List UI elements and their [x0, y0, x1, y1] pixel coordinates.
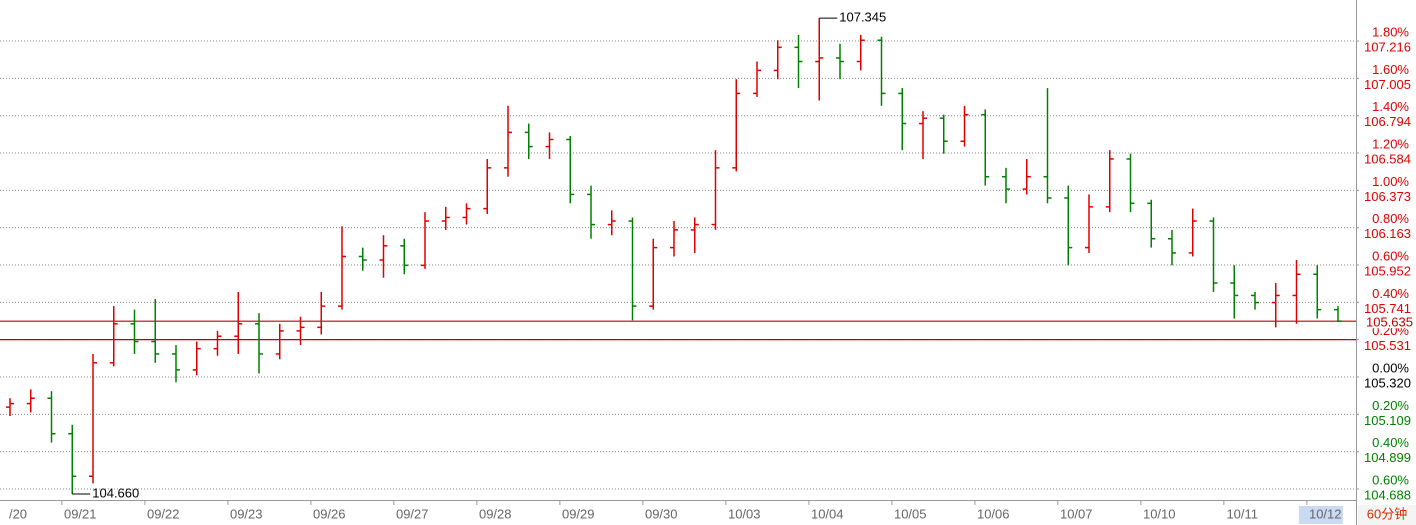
y2-tick-label: 0.40%: [1372, 435, 1409, 450]
y2-tick-label: 0.60%: [1372, 472, 1409, 487]
x-tick-label: 10/05: [894, 506, 927, 521]
y2-tick-label: 1.20%: [1372, 136, 1409, 151]
y2-tick-label: 0.00%: [1372, 360, 1409, 375]
annotation-label: 104.660: [92, 485, 139, 500]
y-tick-label: 104.899: [1364, 450, 1411, 465]
y-tick-label: 106.373: [1364, 189, 1411, 204]
x-tick-label: 10/04: [811, 506, 844, 521]
y2-tick-label: 0.80%: [1372, 211, 1409, 226]
y-tick-label: 105.952: [1364, 263, 1411, 278]
x-tick-label: 10/11: [1226, 506, 1258, 521]
y-tick-label: 105.320: [1364, 375, 1411, 390]
y2-tick-label: 1.80%: [1372, 24, 1409, 39]
x-tick-label: 10/06: [977, 506, 1010, 521]
annotation-label: 107.345: [839, 10, 886, 25]
x-tick-label: 09/23: [230, 506, 263, 521]
x-tick-label: 09/21: [64, 506, 97, 521]
y-tick-label: 104.688: [1364, 487, 1411, 502]
x-tick-label: 10/12: [1309, 506, 1342, 521]
y-tick-label: 106.584: [1364, 151, 1411, 166]
x-tick-label: 09/30: [645, 506, 678, 521]
y2-tick-label: 0.60%: [1372, 248, 1409, 263]
y2-tick-label: 1.00%: [1372, 174, 1409, 189]
y-tick-label: 105.531: [1364, 338, 1411, 353]
y-tick-label: 107.216: [1364, 39, 1411, 54]
y-tick-label: 106.163: [1364, 226, 1411, 241]
x-tick-label: 10/07: [1060, 506, 1093, 521]
y-tick-label: 105.741: [1364, 301, 1411, 316]
x-tick-label: 09/27: [396, 506, 429, 521]
x-tick-label: 09/29: [562, 506, 595, 521]
x-tick-label: 10/03: [728, 506, 761, 521]
y-tick-label: 107.005: [1364, 77, 1411, 92]
x-tick-label: 10/10: [1143, 506, 1176, 521]
x-tick-label: /20: [9, 506, 27, 521]
x-tick-label: 09/26: [313, 506, 346, 521]
period-box[interactable]: [1358, 505, 1416, 525]
price-label: 105.635: [1366, 315, 1413, 330]
x-tick-label: 09/22: [147, 506, 180, 521]
y-tick-label: 105.109: [1364, 413, 1411, 428]
x-label-highlight: [1298, 506, 1343, 524]
y-tick-label: 106.794: [1364, 114, 1411, 129]
period-label[interactable]: 60分钟: [1367, 506, 1407, 521]
x-tick-label: 09/28: [479, 506, 512, 521]
y2-tick-label: 0.20%: [1372, 398, 1409, 413]
y2-tick-label: 1.40%: [1372, 99, 1409, 114]
price-label-bg: [1358, 314, 1416, 329]
y2-tick-label: 0.40%: [1372, 286, 1409, 301]
y2-tick-label: 1.60%: [1372, 62, 1409, 77]
